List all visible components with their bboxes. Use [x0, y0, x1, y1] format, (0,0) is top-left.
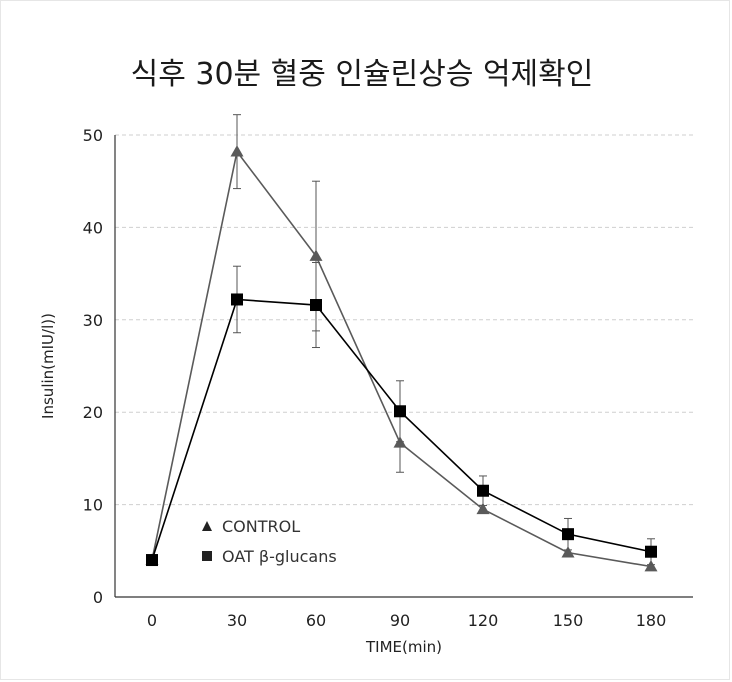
series-oat-beta-glucans	[146, 262, 657, 567]
x-tick-label: 60	[306, 611, 326, 630]
data-point	[394, 405, 406, 418]
legend: CONTROL OAT β-glucans	[202, 517, 337, 566]
data-point	[645, 545, 657, 558]
data-point	[309, 249, 323, 261]
y-tick-label: 10	[83, 496, 103, 515]
y-tick-label: 30	[83, 311, 103, 330]
data-point	[310, 299, 322, 312]
x-axis-label: TIME(min)	[365, 638, 442, 656]
series-layer	[145, 114, 658, 572]
legend-marker-square	[202, 551, 212, 561]
y-tick-label: 50	[83, 126, 103, 145]
x-tick-label: 30	[227, 611, 247, 630]
data-point	[476, 502, 490, 515]
legend-label: OAT β-glucans	[222, 547, 337, 566]
y-tick-label: 40	[83, 218, 103, 237]
x-tick-label: 90	[390, 611, 410, 630]
x-tick-label: 120	[468, 611, 499, 630]
legend-label: CONTROL	[222, 517, 300, 536]
data-point	[477, 484, 489, 497]
chart-title: 식후 30분 혈중 인슐린상승 억제확인	[131, 57, 594, 92]
y-tick-label: 20	[83, 403, 103, 422]
data-point	[231, 293, 243, 306]
x-tick-label: 0	[147, 611, 157, 630]
data-point	[230, 145, 244, 157]
data-point	[562, 528, 574, 541]
legend-marker-triangle	[202, 521, 212, 531]
data-point	[146, 554, 158, 567]
y-axis-label: Insulin(mIU/l))	[39, 313, 57, 419]
series-line	[151, 149, 652, 568]
x-tick-label: 180	[636, 611, 667, 630]
y-tick-label: 0	[93, 588, 103, 607]
data-point	[561, 546, 575, 558]
y-tick-labels: 0 10 20 30 40 50	[83, 126, 103, 607]
axes	[114, 135, 693, 598]
x-tick-labels: 0 30 60 90 120 150 180	[147, 611, 666, 630]
x-tick-label: 150	[553, 611, 584, 630]
data-point	[644, 560, 658, 572]
